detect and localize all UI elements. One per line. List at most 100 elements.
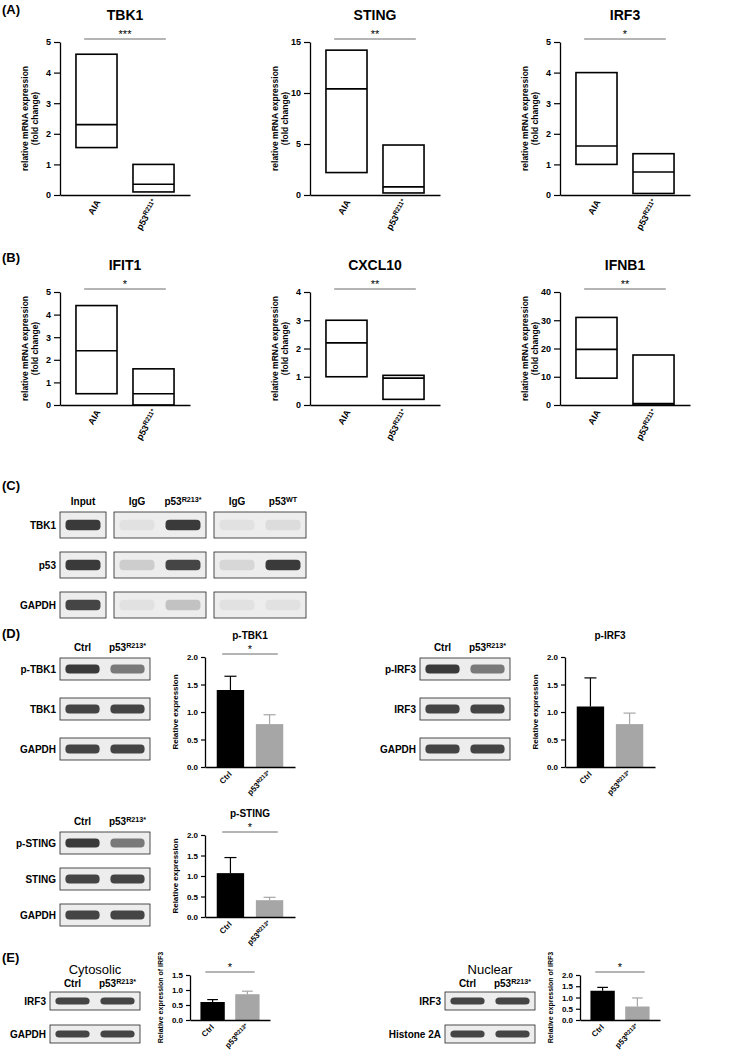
tick-label: 30 bbox=[541, 316, 551, 326]
y-axis-title: Relative expression of IRF3 bbox=[157, 952, 165, 1044]
blot-band bbox=[65, 875, 99, 884]
tick-mark bbox=[54, 103, 60, 104]
tick-mark bbox=[201, 767, 205, 768]
column-label: Input bbox=[71, 496, 96, 507]
x-axis: AIAp53R211* bbox=[561, 406, 691, 442]
tick-label: p53R213* bbox=[245, 919, 273, 947]
box bbox=[133, 369, 174, 405]
box-chart: IFIT1012345AIAp53R211*relative mRNA expr… bbox=[20, 257, 191, 442]
tick-label: 0.0 bbox=[187, 913, 199, 922]
chart-title: IRF3 bbox=[610, 7, 641, 23]
tick-label: 1 bbox=[296, 372, 301, 382]
tick-label: 2.0 bbox=[547, 653, 559, 662]
tick: 0 bbox=[46, 190, 60, 200]
tick-label: 2 bbox=[296, 344, 301, 354]
tick-label: 0 bbox=[46, 190, 51, 200]
blot-band bbox=[425, 665, 459, 674]
tick: 2.0 bbox=[187, 831, 205, 840]
tick: AIA bbox=[586, 198, 603, 217]
tick-label: 10 bbox=[541, 372, 551, 382]
tick: p53R213* bbox=[223, 1022, 251, 1050]
box bbox=[383, 145, 424, 193]
axis-line bbox=[190, 976, 191, 1021]
blot-band bbox=[110, 665, 144, 674]
tick: AIA bbox=[336, 408, 353, 427]
bar bbox=[256, 900, 283, 917]
median bbox=[633, 403, 674, 405]
tick: p53R213* bbox=[245, 769, 273, 797]
blot-frame bbox=[114, 552, 206, 578]
x-axis: AIAp53R211* bbox=[61, 406, 191, 442]
blot-band bbox=[120, 600, 155, 610]
tick-mark bbox=[54, 405, 60, 406]
blot-frame bbox=[445, 1025, 535, 1043]
bar-chart: p-IRF30.00.51.01.52.0Ctrlp53R213*Relativ… bbox=[531, 630, 656, 797]
tick-label: 0 bbox=[546, 400, 551, 410]
blot-band bbox=[470, 745, 504, 754]
label-superscript: R213* bbox=[623, 1022, 639, 1038]
tick: 0 bbox=[296, 400, 310, 410]
label-base: p53 bbox=[469, 642, 487, 653]
row-label: p-TBK1 bbox=[20, 664, 56, 675]
tick-label: Ctrl bbox=[218, 770, 234, 786]
tick: p53R211* bbox=[383, 197, 409, 232]
tick-mark bbox=[576, 1020, 580, 1021]
tick: 3 bbox=[546, 99, 560, 109]
tick: 4 bbox=[46, 310, 60, 320]
label-superscript: R213* bbox=[615, 769, 631, 785]
tick: p53R211* bbox=[133, 407, 159, 442]
label-base: p53 bbox=[384, 423, 400, 441]
error-cap bbox=[584, 677, 596, 678]
tick-mark bbox=[554, 134, 560, 135]
tick: 2.0 bbox=[562, 971, 580, 980]
label-base: p53 bbox=[494, 978, 512, 989]
label-superscript: R213* bbox=[511, 977, 531, 986]
tick-label: AIA bbox=[336, 198, 353, 217]
label-base: p53 bbox=[384, 213, 400, 231]
median bbox=[576, 349, 617, 351]
tick-label: 2.0 bbox=[187, 831, 199, 840]
row-label: IRF3 bbox=[24, 996, 46, 1007]
blot-frame bbox=[60, 698, 150, 720]
y-axis-title: (fold change) bbox=[30, 92, 40, 146]
tick: 2 bbox=[546, 129, 560, 139]
column-label: Ctrl bbox=[74, 816, 91, 827]
tick-mark bbox=[54, 382, 60, 383]
y-axis: 012345 bbox=[546, 37, 561, 200]
tick-mark bbox=[54, 337, 60, 338]
tick-mark bbox=[186, 990, 190, 991]
tick-label: 1 bbox=[546, 160, 551, 170]
tick-label: 0 bbox=[296, 190, 301, 200]
label-superscript: R211* bbox=[141, 407, 156, 426]
tick-label: 1.0 bbox=[187, 872, 199, 881]
tick: 10 bbox=[541, 372, 560, 382]
label-base: p53 bbox=[134, 423, 150, 441]
tick-label: p53R211* bbox=[133, 197, 159, 232]
blot: InputIgGp53R213*IgGp53WTTBK1p53GAPDH bbox=[20, 495, 306, 618]
bar bbox=[217, 690, 244, 767]
tick-mark bbox=[186, 1020, 190, 1021]
error-cap bbox=[224, 857, 236, 858]
significance-label: ** bbox=[621, 278, 630, 290]
tick: 20 bbox=[541, 344, 560, 354]
blot-frame bbox=[60, 738, 150, 760]
blot-frame bbox=[420, 658, 510, 680]
error-cap bbox=[242, 991, 253, 992]
tick-label: 4 bbox=[296, 287, 301, 297]
figure: (A)(B)(C)(D)(E)TBK1012345AIAp53R211*rela… bbox=[0, 0, 745, 1063]
tick-mark bbox=[304, 93, 310, 94]
error-bar bbox=[629, 713, 630, 724]
tick-label: 4 bbox=[546, 68, 551, 78]
tick-mark bbox=[201, 657, 205, 658]
tick-label: 1.5 bbox=[172, 971, 184, 980]
chart-title: p-IRF3 bbox=[594, 630, 626, 641]
tick: 2.0 bbox=[187, 653, 205, 662]
axis-line bbox=[311, 195, 441, 196]
label-superscript: R213* bbox=[255, 919, 271, 935]
marks bbox=[576, 73, 674, 194]
blot-frame bbox=[60, 592, 106, 618]
bar-chart: 0.00.51.01.5Ctrlp53R213*Relative express… bbox=[157, 952, 271, 1050]
blot-band bbox=[425, 705, 459, 714]
blot-band bbox=[470, 665, 504, 674]
y-axis: 012345 bbox=[46, 37, 61, 200]
